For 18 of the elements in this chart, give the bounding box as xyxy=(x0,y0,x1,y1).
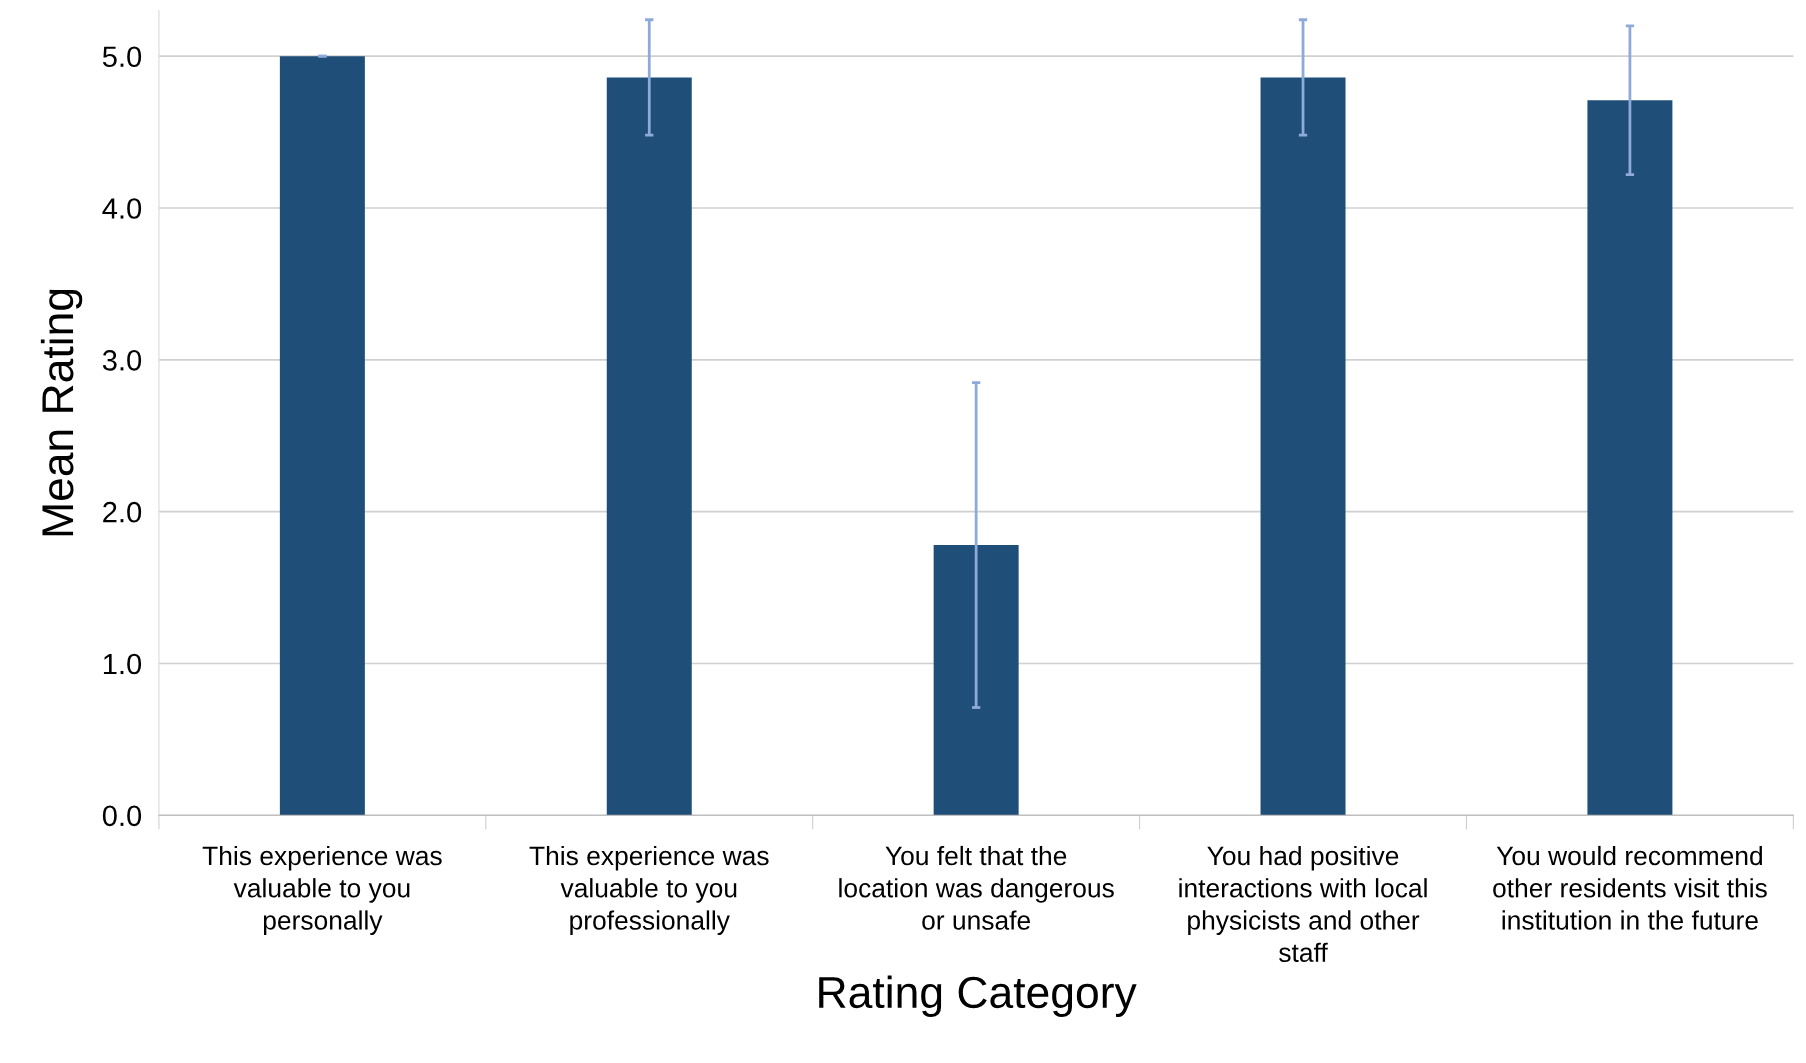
y-tick-label: 2.0 xyxy=(103,501,142,523)
y-tick-label: 1.0 xyxy=(103,653,142,675)
y-tick-label: 3.0 xyxy=(102,350,142,371)
y-tick-label: 0.0 xyxy=(102,805,142,827)
x-tick-label: This experience was valuable to you professionally xyxy=(529,845,769,935)
bar xyxy=(606,77,692,816)
bar xyxy=(933,545,1019,816)
x-tick-label: You had positive interactions with local physicists and other staff xyxy=(1179,845,1427,963)
x-tick-label: You felt that the location was dangerous or unsafe xyxy=(839,845,1114,930)
bar xyxy=(1260,77,1346,816)
x-axis-title: Rating Category xyxy=(819,975,1137,1017)
y-tick-label: 4.0 xyxy=(102,198,142,219)
bar xyxy=(279,56,365,816)
x-tick-label: This experience was valuable to you personally xyxy=(202,845,442,935)
y-axis-title: Mean Rating xyxy=(40,289,83,536)
y-tick-label: 5.0 xyxy=(102,46,142,68)
x-tick-label: You would recommend other residents visit this institution in the future xyxy=(1493,845,1767,930)
bar xyxy=(1587,100,1673,816)
